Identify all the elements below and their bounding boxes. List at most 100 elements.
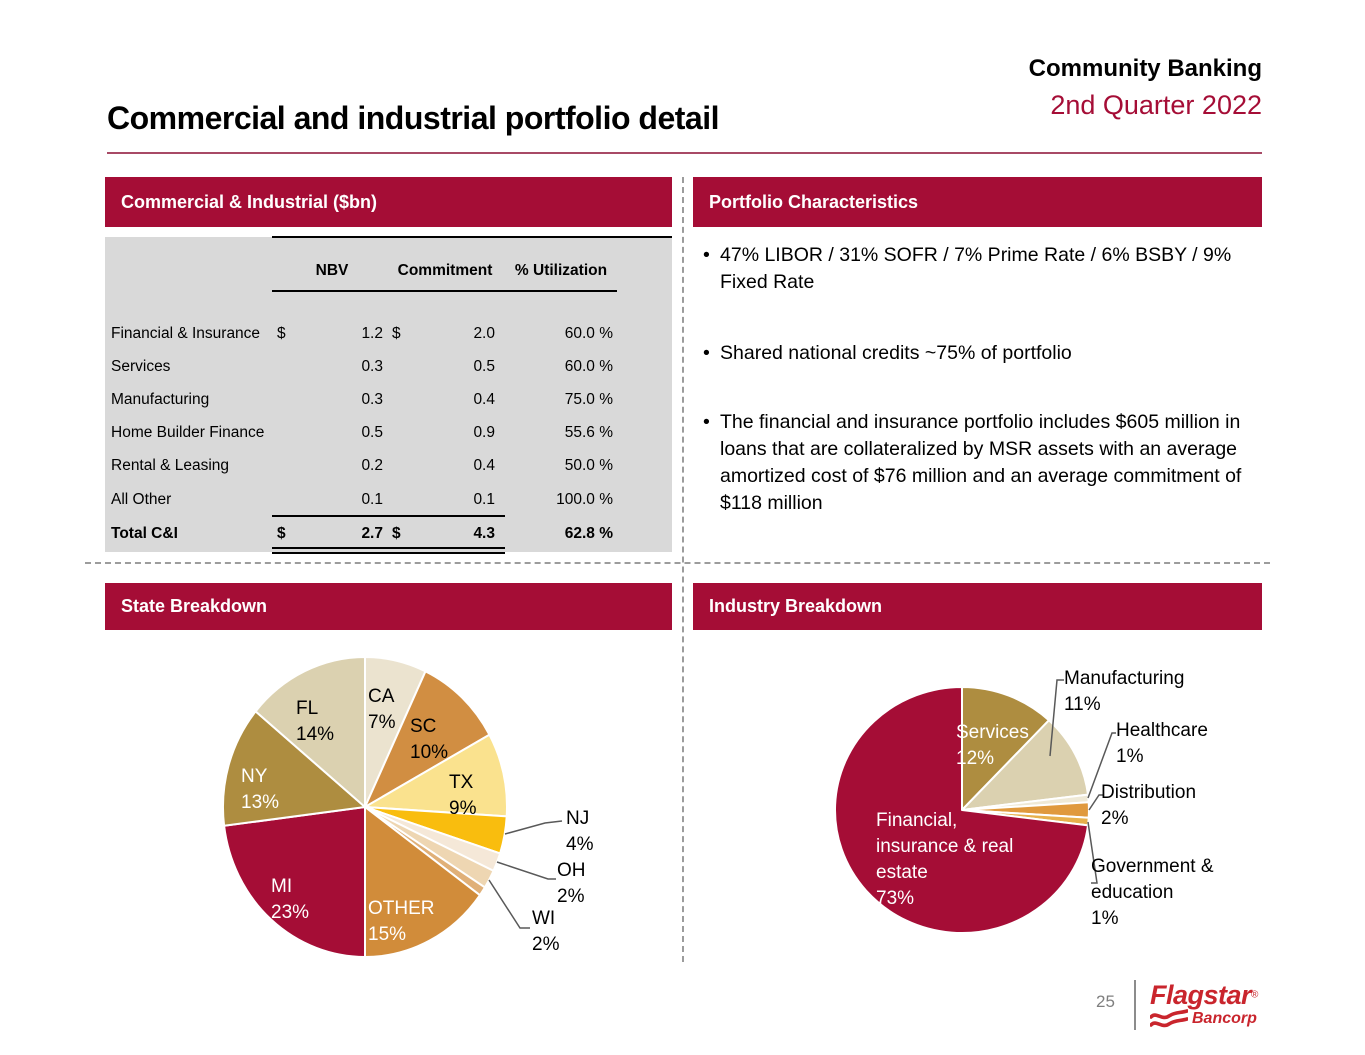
pie-label-government-education: Government & education 1%	[1091, 856, 1214, 929]
nbv-value: 0.2	[361, 457, 383, 474]
title-rule	[107, 152, 1262, 154]
pie-slice-fl	[254, 656, 366, 808]
row-label: Rental & Leasing	[111, 457, 230, 474]
utilization-value: 50.0 %	[564, 457, 613, 474]
leader-line-government	[1087, 821, 1098, 884]
page-title: Commercial and industrial portfolio deta…	[107, 100, 719, 136]
pie-slice-sc	[364, 670, 491, 808]
section-header-portfolio-label: Portfolio Characteristics	[709, 191, 919, 212]
flagstar-logo: Flagstar® Bancorp	[1150, 980, 1280, 1029]
pie-label-ca: CA 7%	[368, 686, 396, 733]
pie-label-manufacturing: Manufacturing 11%	[1064, 668, 1185, 715]
pie-label-healthcare: Healthcare 1%	[1116, 720, 1208, 767]
table-row: Services 0.3 0.5 60.0 %	[105, 358, 672, 380]
leader-line-manufacturing	[1049, 679, 1064, 757]
pie-slice-manufacturing	[961, 719, 1089, 811]
dollar-sign: $	[277, 525, 286, 542]
page-number: 25	[1096, 992, 1115, 1011]
nbv-value: 0.3	[361, 358, 383, 375]
commitment-value: 0.1	[473, 491, 495, 508]
bullet-text: The financial and insurance portfolio in…	[720, 411, 1242, 514]
commitment-value: 2.0	[473, 325, 495, 342]
section-header-state: State Breakdown	[105, 583, 672, 630]
utilization-value: 55.6 %	[564, 424, 613, 441]
col-header-nbv: NBV	[315, 262, 349, 279]
utilization-value: 100.0 %	[556, 491, 613, 508]
industry-pie	[834, 686, 1090, 934]
pie-label-other: OTHER 15%	[368, 898, 435, 945]
table-row: Financial & Insurance $ 1.2 $ 2.0 60.0 %	[105, 325, 672, 347]
portfolio-bullet: The financial and insurance portfolio in…	[703, 409, 1248, 517]
pie-label-tx: TX 9%	[449, 772, 477, 819]
utilization-value: 62.8 %	[564, 525, 613, 542]
section-header-state-label: State Breakdown	[121, 596, 268, 616]
utilization-value: 75.0 %	[564, 391, 613, 408]
pie-label-distribution: Distribution 2%	[1101, 782, 1197, 829]
dollar-sign: $	[392, 325, 401, 342]
pie-slice-services	[961, 686, 1050, 811]
pie-label-wi: WI 2%	[532, 908, 560, 955]
section-header-industry: Industry Breakdown	[693, 583, 1262, 630]
state-pie	[221, 656, 508, 958]
portfolio-bullet: 47% LIBOR / 31% SOFR / 7% Prime Rate / 6…	[703, 242, 1248, 296]
row-label: Manufacturing	[111, 391, 210, 408]
bullet-text: Shared national credits ~75% of portfoli…	[720, 342, 1072, 364]
col-header-utilization: % Utilization	[514, 262, 608, 279]
table-total-row: Total C&I $ 2.7 $ 4.3 62.8 %	[105, 525, 672, 547]
commitment-value: 4.3	[473, 525, 495, 542]
section-header-portfolio: Portfolio Characteristics	[693, 177, 1262, 227]
footer-divider	[1134, 980, 1136, 1030]
table-row: Rental & Leasing 0.2 0.4 50.0 %	[105, 457, 672, 479]
nbv-value: 0.3	[361, 391, 383, 408]
table-row: Home Builder Finance 0.5 0.9 55.6 %	[105, 424, 672, 446]
pie-slice-tx	[364, 733, 508, 818]
commitment-value: 0.4	[473, 391, 495, 408]
row-label: Home Builder Finance	[111, 424, 265, 441]
utilization-value: 60.0 %	[564, 325, 613, 342]
col-header-commitment: Commitment	[397, 262, 493, 279]
pie-slice-other	[364, 806, 481, 958]
leader-line-oh	[496, 861, 556, 880]
period-label: 2nd Quarter 2022	[1050, 90, 1262, 120]
program-label: Community Banking	[1028, 55, 1262, 82]
table-rule-total-1	[272, 547, 505, 549]
table-rule-above-total	[272, 515, 505, 517]
leader-line-healthcare	[1087, 732, 1116, 799]
row-label: Total C&I	[111, 525, 178, 542]
commitment-value: 0.5	[473, 358, 495, 375]
table-row: Manufacturing 0.3 0.4 75.0 %	[105, 391, 672, 413]
dollar-sign: $	[392, 525, 401, 542]
table-rule-under-headers	[272, 290, 617, 292]
nbv-value: 0.1	[361, 491, 383, 508]
row-label: Services	[111, 358, 171, 375]
nbv-value: 0.5	[361, 424, 383, 441]
section-header-ci: Commercial & Industrial ($bn)	[105, 177, 672, 227]
nbv-value: 2.7	[361, 525, 383, 542]
row-label: Financial & Insurance	[111, 325, 261, 342]
pie-slice-financial-insurance-real-estate	[834, 686, 1089, 934]
utilization-value: 60.0 %	[564, 358, 613, 375]
table-rule-total-2	[272, 552, 505, 554]
leader-line-wi	[488, 879, 530, 929]
leader-line-nj	[504, 820, 563, 835]
leader-line-distribution	[1088, 794, 1103, 811]
logo-name: Flagstar	[1150, 980, 1252, 1010]
commitment-value: 0.9	[473, 424, 495, 441]
pie-slice-mi	[223, 806, 366, 958]
table-row: All Other 0.1 0.1 100.0 %	[105, 491, 672, 513]
row-label: All Other	[111, 491, 172, 508]
pie-label-oh: OH 2%	[557, 860, 586, 907]
pie-label-fl: FL 14%	[296, 698, 335, 745]
pie-label-sc: SC 10%	[410, 716, 449, 763]
wave-icon	[1150, 1009, 1188, 1028]
ci-table-background	[105, 237, 672, 552]
vertical-dashed-divider	[682, 177, 684, 962]
pie-label-nj: NJ 4%	[566, 808, 594, 855]
nbv-value: 1.2	[361, 325, 383, 342]
logo-sub-name: Bancorp	[1192, 1010, 1257, 1027]
section-header-industry-label: Industry Breakdown	[709, 596, 883, 616]
leader-lines	[488, 679, 1116, 929]
logo-wordmark: Flagstar®	[1150, 980, 1280, 1011]
section-header-ci-label: Commercial & Industrial ($bn)	[121, 191, 378, 212]
